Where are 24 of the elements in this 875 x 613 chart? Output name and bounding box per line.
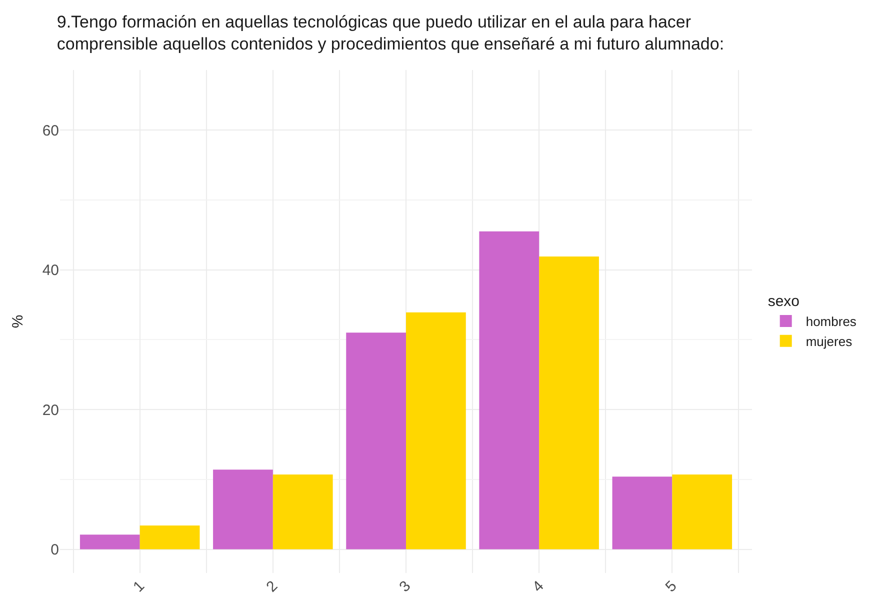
bar [672,474,732,550]
bar [612,476,672,550]
y-axis-title: % [10,314,27,328]
bar [272,474,333,550]
legend-title: sexo [768,293,800,310]
legend-label: mujeres [806,334,853,349]
bar [406,312,466,550]
y-tick-label: 0 [50,542,59,558]
x-tick-label: 3 [396,578,414,596]
bar [80,534,140,550]
y-tick-label: 20 [42,402,59,419]
y-tick-label: 60 [42,122,59,140]
bar [539,256,599,550]
x-tick-label: 1 [130,578,148,596]
bar [140,525,200,550]
bar [346,332,406,550]
chart-title: 9.Tengo formación en aquellas tecnológicas que puedo utilizar en el aula para hacer comprensible aquellos contenidos y procedimientos que enseñaré a mi futuro alumnado: [56,12,724,54]
bar [479,231,540,550]
y-tick-label: 40 [42,262,59,280]
x-tick-label: 2 [263,578,282,596]
legend-label: hombres [806,314,857,330]
x-tick-label: 4 [529,578,548,596]
bar [213,470,273,550]
x-tick-label: 5 [662,578,680,596]
